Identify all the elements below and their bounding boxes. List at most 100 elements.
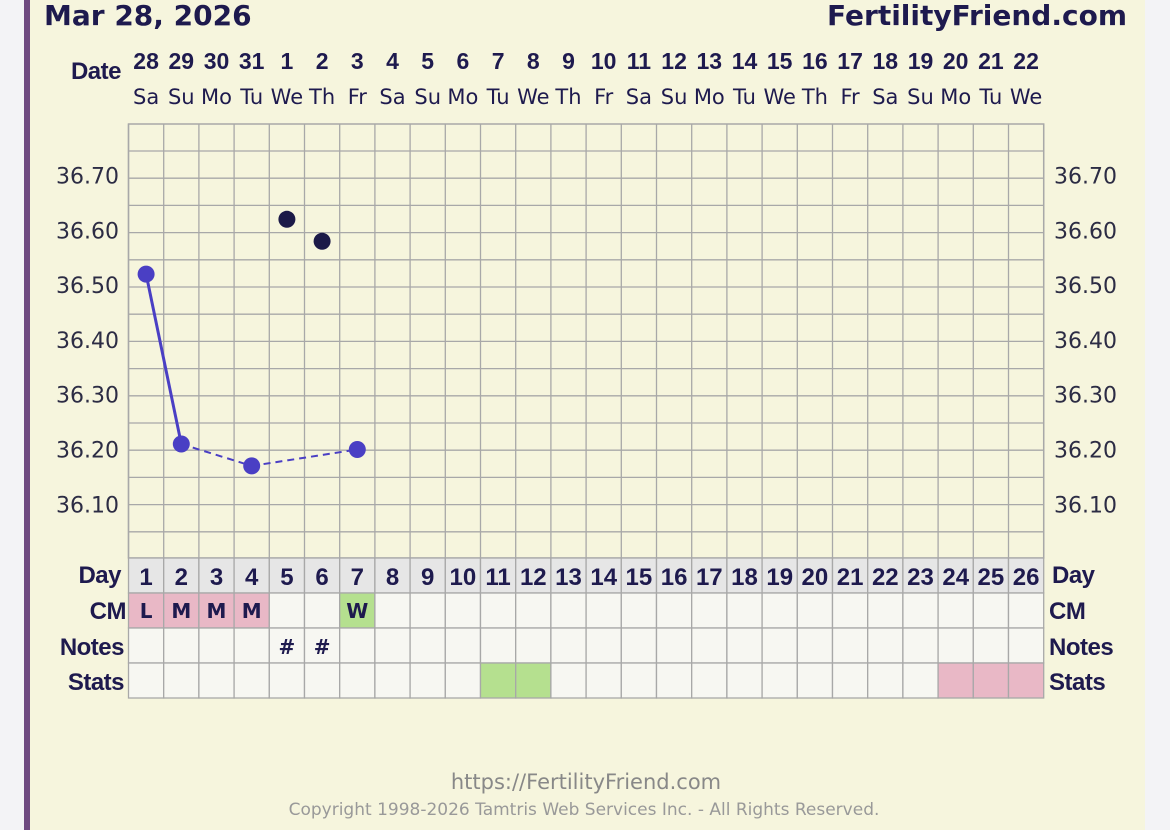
date-label: 17 — [837, 48, 863, 74]
notes-cell — [127, 627, 165, 664]
notes-cell — [374, 627, 411, 664]
stats-cell — [620, 662, 658, 699]
notes-cell — [409, 627, 446, 664]
notes-cell — [937, 627, 974, 664]
cm-cell — [691, 592, 728, 629]
date-label: 2 — [316, 48, 329, 74]
stats-cell — [409, 662, 446, 699]
weekday-label: Mo — [694, 85, 725, 109]
cm-value: M — [171, 599, 191, 623]
cm-cell — [726, 592, 763, 629]
cycle-day-label: 16 — [661, 564, 688, 591]
notes-cell — [831, 627, 869, 664]
cycle-day-label: 5 — [280, 564, 293, 591]
date-label: 10 — [591, 48, 617, 74]
date-label: 14 — [732, 48, 758, 74]
date-label: 29 — [169, 48, 195, 74]
date-label: 21 — [978, 48, 1004, 74]
stats-cell — [902, 662, 939, 699]
y-tick-label-left: 36.10 — [56, 493, 119, 518]
y-tick-label-left: 36.40 — [56, 329, 119, 354]
cm-cell — [479, 592, 517, 629]
cm-cell — [268, 592, 306, 629]
weekday-label: Tu — [239, 85, 263, 109]
note-marker: # — [314, 635, 331, 659]
notes-cell — [268, 627, 306, 664]
cm-cell — [937, 592, 974, 629]
cycle-day-label: 15 — [626, 564, 653, 591]
cycle-day-label: 20 — [802, 564, 829, 591]
cm-cell — [1007, 592, 1045, 629]
cm-cell — [198, 592, 235, 629]
cycle-day-label: 10 — [450, 564, 477, 591]
weekday-label: Mo — [940, 85, 971, 109]
date-label: 18 — [873, 48, 899, 74]
y-tick-label-left: 36.70 — [56, 165, 119, 190]
weekday-label: We — [517, 85, 549, 109]
stats-cell — [1007, 662, 1045, 699]
temperature-grid — [127, 123, 1045, 559]
cm-value: M — [242, 599, 262, 623]
date-label: 12 — [661, 48, 687, 74]
cm-cell — [902, 592, 939, 629]
cm-cell — [233, 592, 270, 629]
date-label: 30 — [204, 48, 230, 74]
notes-cell — [479, 627, 517, 664]
stats-cell — [585, 662, 622, 699]
temperature-point — [243, 457, 261, 475]
cycle-day-label: 24 — [942, 564, 969, 591]
date-label: 4 — [386, 48, 399, 74]
notes-cell — [867, 627, 904, 664]
weekday-label: Mo — [201, 85, 232, 109]
note-marker: # — [279, 635, 296, 659]
cycle-day-label: 17 — [696, 564, 723, 591]
cycle-day-label: 2 — [175, 564, 188, 591]
stats-row-label-left: Stats — [68, 669, 124, 696]
cycle-day-label: 21 — [837, 564, 864, 591]
day-cell — [796, 557, 834, 594]
notes-cell — [163, 627, 200, 664]
y-tick-label-left: 36.50 — [56, 274, 119, 299]
y-tick-label-left: 36.60 — [56, 219, 119, 244]
notes-cell — [796, 627, 834, 664]
weekday-label: Fr — [348, 85, 368, 109]
cm-cell — [515, 592, 552, 629]
notes-row-label-right: Notes — [1049, 634, 1113, 661]
stats-cell — [303, 662, 341, 699]
date-label: 1 — [281, 48, 294, 74]
day-cell — [479, 557, 517, 594]
cm-cell — [585, 592, 622, 629]
stats-cell — [444, 662, 482, 699]
footer-url[interactable]: https://FertilityFriend.com — [451, 770, 721, 794]
day-cell — [1007, 557, 1045, 594]
day-cell — [867, 557, 904, 594]
day-cell — [620, 557, 658, 594]
cm-value: W — [346, 599, 368, 623]
cycle-day-label: 9 — [421, 564, 434, 591]
stats-cell — [726, 662, 763, 699]
weekday-label: Sa — [626, 85, 652, 109]
notes-cell — [726, 627, 763, 664]
notes-cell — [761, 627, 798, 664]
cm-row-label-right: CM — [1049, 598, 1085, 625]
cycle-day-label: 6 — [315, 564, 328, 591]
day-row-label-right: Day — [1052, 562, 1096, 589]
temperature-point — [137, 265, 155, 283]
weekday-label: Su — [661, 85, 688, 109]
stats-cell — [867, 662, 904, 699]
weekday-label: We — [1010, 85, 1042, 109]
notes-cell — [585, 627, 622, 664]
cycle-day-label: 12 — [520, 564, 547, 591]
chart-date: Mar 28, 2026 — [44, 0, 252, 32]
day-cell — [726, 557, 763, 594]
cm-cell — [796, 592, 834, 629]
day-cell — [127, 557, 165, 594]
stats-cell — [937, 662, 974, 699]
stats-cell — [550, 662, 587, 699]
weekday-label: Su — [414, 85, 441, 109]
stats-cell — [163, 662, 200, 699]
stats-cell — [831, 662, 869, 699]
